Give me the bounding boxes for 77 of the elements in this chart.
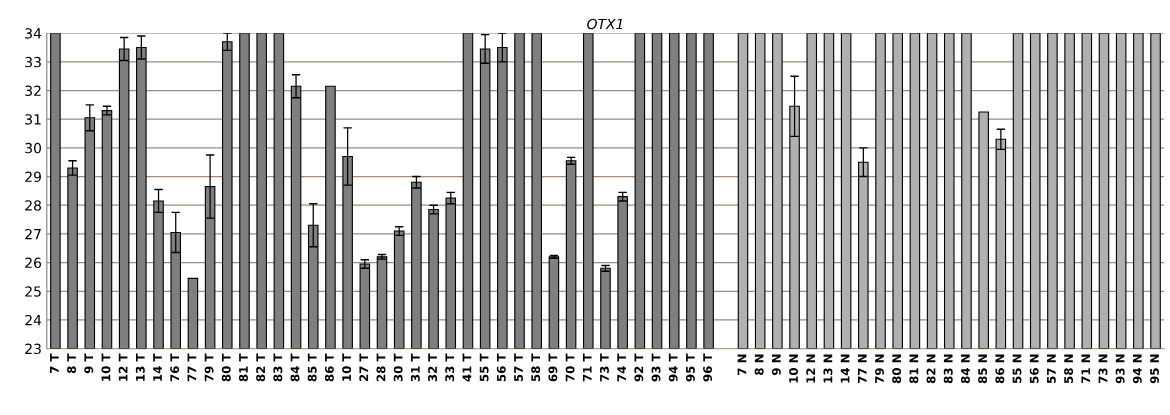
x-tick-label: 82 N <box>926 354 936 384</box>
x-tick-label: 93 T <box>651 353 661 382</box>
y-tick-label: 25 <box>25 286 41 297</box>
x-tick-label: 14 N <box>840 354 850 383</box>
x-tick-label: 69 T <box>548 353 558 382</box>
x-tick-label: 28 T <box>376 353 386 382</box>
x-tick-label: 57 T <box>514 353 523 382</box>
x-tick-label: 84 N <box>960 354 970 384</box>
x-tick-label: 94 N <box>1132 354 1142 384</box>
x-tick-label: 77 T <box>187 353 197 382</box>
x-tick-label: 96 T <box>703 353 713 382</box>
x-tick-label: 85 T <box>307 353 317 382</box>
x-tick-label: 95 T <box>685 353 695 382</box>
y-tick-label: 30 <box>25 142 42 154</box>
x-tick-label: 10 T <box>342 353 352 381</box>
x-tick-label: 10 N <box>789 354 798 383</box>
x-tick-label: 79 N <box>875 354 884 384</box>
x-tick-label: 73 N <box>1098 354 1108 384</box>
x-tick-label: 7 T <box>50 353 59 374</box>
x-tick-label: 9 N <box>771 354 781 376</box>
x-tick-label: 80 T <box>221 353 231 382</box>
y-tick-label: 27 <box>25 228 41 240</box>
x-tick-label: 12 N <box>806 354 816 383</box>
x-tick-label: 55 T <box>479 353 489 382</box>
x-tick-label: 86 N <box>995 354 1005 384</box>
y-tick-label: 31 <box>25 114 41 125</box>
x-tick-label: 86 T <box>324 353 334 382</box>
y-tick-label: 34 <box>25 28 42 39</box>
x-tick-label: 8 T <box>67 353 77 374</box>
x-tick-label: 31 T <box>410 353 420 382</box>
x-tick-label: 85 N <box>978 354 988 384</box>
x-tick-label: 58 T <box>531 353 541 382</box>
x-tick-label: 94 T <box>668 353 678 382</box>
y-tick-label: 32 <box>25 85 41 97</box>
x-tick-label: 12 T <box>118 353 128 381</box>
x-tick-label: 56 N <box>1029 354 1039 383</box>
x-tick-label: 55 N <box>1012 354 1022 383</box>
x-tick-label: 77 N <box>857 354 867 384</box>
y-tick-label: 33 <box>25 56 41 68</box>
x-tick-label: 92 T <box>634 353 644 382</box>
x-tick-label: 41 T <box>462 353 472 382</box>
x-tick-label: 79 T <box>204 353 214 382</box>
x-tick-label: 58 N <box>1064 354 1074 383</box>
x-tick-label: 33 T <box>445 353 455 382</box>
x-tick-label: 8 N <box>754 354 764 375</box>
x-tick-label: 74 T <box>617 353 626 382</box>
x-tick-label: 76 T <box>170 353 180 382</box>
x-tick-label: 7 N <box>737 354 747 375</box>
x-tick-label: 27 T <box>359 353 369 382</box>
x-tick-label: 81 N <box>909 354 919 384</box>
x-tick-label: 13 N <box>823 354 833 383</box>
x-tick-label: 83 T <box>273 353 283 382</box>
x-tick-label: 80 N <box>892 354 902 384</box>
x-tick-label: 83 N <box>943 354 953 384</box>
x-tick-label: 95 N <box>1150 354 1159 384</box>
x-tick-label: 14 T <box>153 353 162 381</box>
y-tick-label: 24 <box>25 314 42 326</box>
x-tick-label: 32 T <box>428 353 437 382</box>
x-tick-label: 81 T <box>238 353 248 382</box>
chart-title: OTX1 <box>587 18 623 30</box>
x-tick-label: 73 T <box>599 353 609 382</box>
x-tick-label: 82 T <box>256 353 266 382</box>
x-tick-label: 57 N <box>1047 354 1056 383</box>
x-tick-label: 71 T <box>582 353 592 382</box>
x-tick-label: 84 T <box>290 353 300 382</box>
y-tick-label: 23 <box>25 343 41 355</box>
x-tick-label: 56 T <box>496 353 506 382</box>
x-tick-label: 13 T <box>135 353 145 381</box>
x-tick-label: 71 N <box>1081 354 1091 384</box>
x-tick-label: 9 T <box>84 353 94 374</box>
y-tick-label: 29 <box>25 171 41 183</box>
x-tick-label: 30 T <box>393 353 403 382</box>
x-tick-label: 10 T <box>101 353 111 381</box>
x-tick-label: 93 N <box>1115 354 1125 384</box>
y-tick-label: 26 <box>25 257 42 269</box>
y-tick-label: 28 <box>25 200 41 211</box>
x-tick-label: 70 T <box>565 353 575 382</box>
